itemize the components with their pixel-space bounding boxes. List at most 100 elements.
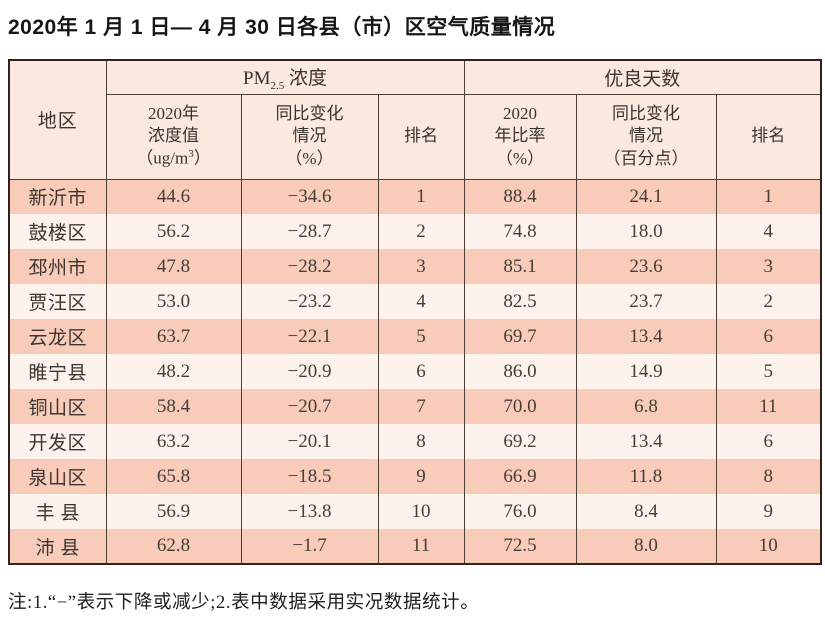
days-rate-cell: 76.0 <box>463 494 577 529</box>
air-quality-table: 地区 PM2.5 浓度 优良天数 2020年 浓度值 （ug/m3） 同比变化 … <box>8 59 823 565</box>
pm-unit-close: ） <box>193 149 211 169</box>
pm-rank-cell: 11 <box>377 529 465 564</box>
table-row: 铜山区 58.4 −20.7 7 70.0 6.8 11 <box>8 389 822 424</box>
region-name: 开发区 <box>8 424 107 459</box>
pm-value-line2: 浓度值 <box>148 125 199 145</box>
days-rate-cell: 70.0 <box>463 389 577 424</box>
days-rate-cell: 86.0 <box>463 354 577 389</box>
days-change-cell: 8.0 <box>575 529 717 564</box>
pm-value-cell: 65.8 <box>105 459 242 494</box>
table-row: 泉山区 65.8 −18.5 9 66.9 11.8 8 <box>8 459 822 494</box>
pm-value-cell: 63.2 <box>105 424 242 459</box>
column-header-region: 地区 <box>8 59 107 180</box>
pm-value-cell: 56.2 <box>105 214 242 249</box>
days-change-cell: 14.9 <box>575 354 717 389</box>
region-name: 贾汪区 <box>8 284 107 319</box>
days-rate-cell: 72.5 <box>463 529 577 564</box>
region-name: 铜山区 <box>8 389 107 424</box>
pm-rank-cell: 1 <box>377 179 465 214</box>
table-row: 邳州市 47.8 −28.2 3 85.1 23.6 3 <box>8 249 822 284</box>
pm25-label-prefix: PM <box>243 67 271 89</box>
pm-rank-cell: 4 <box>377 284 465 319</box>
days-change-cell: 6.8 <box>575 389 717 424</box>
days-rate-cell: 69.7 <box>463 319 577 354</box>
table-row: 睢宁县 48.2 −20.9 6 86.0 14.9 5 <box>8 354 822 389</box>
group-header-row: 地区 PM2.5 浓度 优良天数 <box>8 59 822 180</box>
pm-change-cell: −20.1 <box>240 424 379 459</box>
pm-change-cell: −23.2 <box>240 284 379 319</box>
pm-value-cell: 56.9 <box>105 494 242 529</box>
days-change-cell: 8.4 <box>575 494 717 529</box>
table-row: 新沂市 44.6 −34.6 1 88.4 24.1 1 <box>8 179 822 214</box>
pm-change-cell: −28.7 <box>240 214 379 249</box>
days-rank-cell: 6 <box>715 319 822 354</box>
days-change-cell: 23.7 <box>575 284 717 319</box>
region-name: 鼓楼区 <box>8 214 107 249</box>
column-header-pm-change: 同比变化 情况 （%） <box>240 93 379 180</box>
pm-value-cell: 48.2 <box>105 354 242 389</box>
days-change-cell: 13.4 <box>575 424 717 459</box>
pm-rank-cell: 10 <box>377 494 465 529</box>
pm-value-cell: 63.7 <box>105 319 242 354</box>
column-header-days-rate: 2020 年比率 （%） <box>463 93 577 180</box>
pm-change-cell: −20.7 <box>240 389 379 424</box>
pm-change-cell: −20.9 <box>240 354 379 389</box>
region-name: 邳州市 <box>8 249 107 284</box>
days-rate-cell: 88.4 <box>463 179 577 214</box>
days-rate-cell: 69.2 <box>463 424 577 459</box>
pm-value-line1: 2020年 <box>148 103 199 123</box>
column-header-pm-value: 2020年 浓度值 （ug/m3） <box>105 93 242 180</box>
table-row: 贾汪区 53.0 −23.2 4 82.5 23.7 2 <box>8 284 822 319</box>
group-header-pm25: PM2.5 浓度 <box>105 59 465 95</box>
days-rank-cell: 10 <box>715 529 822 564</box>
pm-change-cell: −28.2 <box>240 249 379 284</box>
column-header-pm-rank: 排名 <box>377 93 465 180</box>
pm-change-cell: −22.1 <box>240 319 379 354</box>
days-rate-cell: 74.8 <box>463 214 577 249</box>
column-header-days-change: 同比变化 情况 （百分点） <box>575 93 717 180</box>
pm25-subscript: 2.5 <box>270 79 285 92</box>
pm-value-cell: 62.8 <box>105 529 242 564</box>
days-rate-cell: 66.9 <box>463 459 577 494</box>
days-change-cell: 23.6 <box>575 249 717 284</box>
days-rank-cell: 6 <box>715 424 822 459</box>
region-name: 新沂市 <box>8 179 107 214</box>
pm-change-cell: −13.8 <box>240 494 379 529</box>
region-name: 睢宁县 <box>8 354 107 389</box>
table-row: 云龙区 63.7 −22.1 5 69.7 13.4 6 <box>8 319 822 354</box>
sub-header-row: 2020年 浓度值 （ug/m3） 同比变化 情况 （%） 排名 2020 年比… <box>9 93 822 180</box>
pm-rank-cell: 9 <box>377 459 465 494</box>
days-rank-cell: 8 <box>715 459 822 494</box>
pm-unit-open: （ug/m <box>136 149 189 169</box>
days-change-cell: 13.4 <box>575 319 717 354</box>
days-rank-cell: 1 <box>715 179 822 214</box>
pm-rank-cell: 6 <box>377 354 465 389</box>
table-body: 新沂市 44.6 −34.6 1 88.4 24.1 1 鼓楼区 56.2 −2… <box>8 179 822 564</box>
pm-value-cell: 58.4 <box>105 389 242 424</box>
pm-unit-superscript: 3 <box>188 148 194 161</box>
days-rank-cell: 3 <box>715 249 822 284</box>
days-rate-cell: 85.1 <box>463 249 577 284</box>
region-name: 泉山区 <box>8 459 107 494</box>
pm-value-unit: （ug/m3） <box>107 147 241 170</box>
pm-value-cell: 53.0 <box>105 284 242 319</box>
page-title: 2020年 1 月 1 日— 4 月 30 日各县（市）区空气质量情况 <box>8 16 556 39</box>
group-header-good-days: 优良天数 <box>463 59 822 95</box>
pm-value-cell: 47.8 <box>105 249 242 284</box>
pm-rank-cell: 2 <box>377 214 465 249</box>
days-rate-cell: 82.5 <box>463 284 577 319</box>
column-header-days-rank: 排名 <box>715 93 822 180</box>
days-change-cell: 11.8 <box>575 459 717 494</box>
pm-rank-cell: 8 <box>377 424 465 459</box>
pm25-label-suffix: 浓度 <box>284 67 327 89</box>
pm-rank-cell: 3 <box>377 249 465 284</box>
pm-change-cell: −1.7 <box>240 529 379 564</box>
table-row: 开发区 63.2 −20.1 8 69.2 13.4 6 <box>8 424 822 459</box>
pm-rank-cell: 5 <box>377 319 465 354</box>
table-row: 鼓楼区 56.2 −28.7 2 74.8 18.0 4 <box>8 214 822 249</box>
pm-rank-cell: 7 <box>377 389 465 424</box>
region-name: 云龙区 <box>8 319 107 354</box>
pm-change-cell: −34.6 <box>240 179 379 214</box>
days-rank-cell: 2 <box>715 284 822 319</box>
